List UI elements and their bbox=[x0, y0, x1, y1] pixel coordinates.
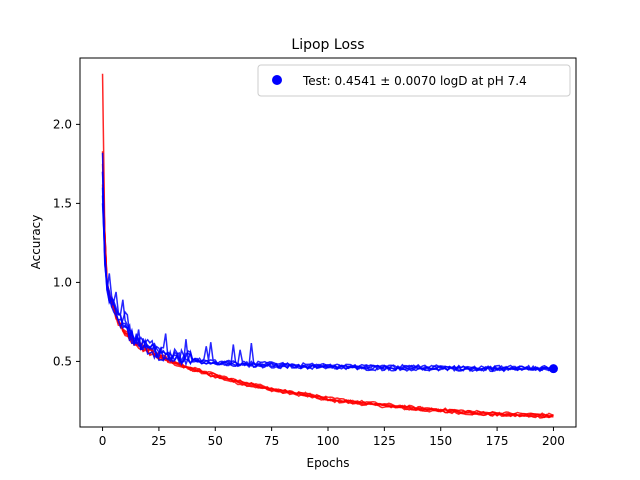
legend-label: Test: 0.4541 ± 0.0070 logD at pH 7.4 bbox=[302, 74, 527, 88]
legend: Test: 0.4541 ± 0.0070 logD at pH 7.4 bbox=[257, 64, 571, 97]
validation-loss-line-5 bbox=[101, 195, 554, 371]
legend-marker-icon bbox=[272, 75, 282, 85]
legend-box bbox=[257, 64, 571, 97]
x-tick-label: 50 bbox=[208, 434, 223, 448]
marker-layer bbox=[548, 364, 558, 374]
y-tick-label: 2.0 bbox=[53, 117, 72, 131]
y-tick-label: 1.0 bbox=[53, 275, 72, 289]
x-tick-label: 25 bbox=[151, 434, 166, 448]
x-tick-label: 150 bbox=[429, 434, 452, 448]
x-tick-label: 100 bbox=[317, 434, 340, 448]
y-axis-label: Accuracy bbox=[29, 215, 43, 270]
x-tick-label: 200 bbox=[542, 434, 565, 448]
y-tick-label: 1.5 bbox=[53, 196, 72, 210]
chart-title: Lipop Loss bbox=[291, 37, 364, 53]
x-tick-label: 125 bbox=[373, 434, 396, 448]
x-axis-label: Epochs bbox=[307, 456, 350, 470]
series-layer bbox=[101, 73, 555, 419]
train-loss-line-5 bbox=[101, 171, 554, 417]
y-tick-label: 0.5 bbox=[53, 354, 72, 368]
x-ticks: 0 25 50 75 100 125 150 175 200 bbox=[99, 427, 565, 448]
x-tick-label: 75 bbox=[264, 434, 279, 448]
test-score-point bbox=[548, 364, 558, 374]
x-tick-label: 175 bbox=[486, 434, 509, 448]
x-tick-label: 0 bbox=[99, 434, 107, 448]
y-ticks: 0.5 1.0 1.5 2.0 bbox=[53, 117, 80, 368]
plot-area bbox=[80, 58, 576, 427]
